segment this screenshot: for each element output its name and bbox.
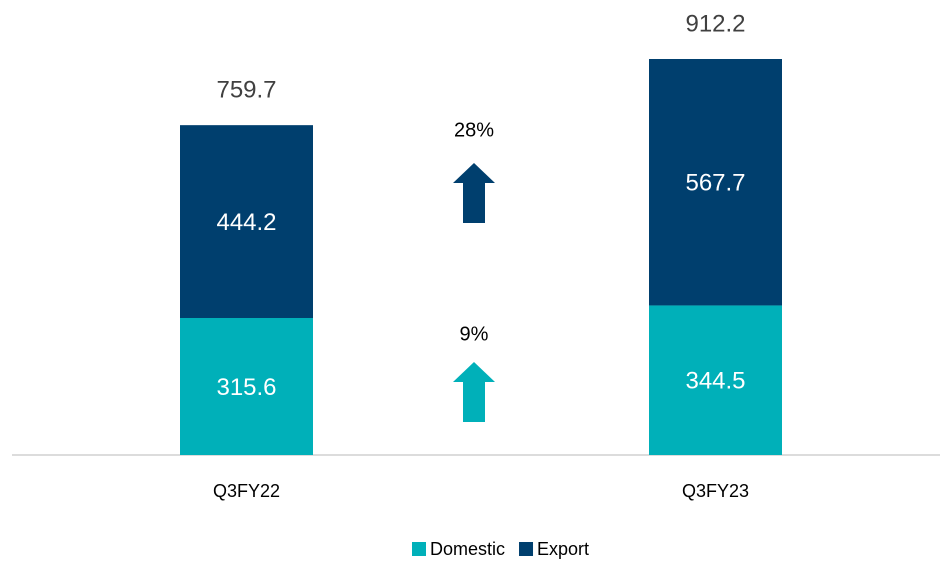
legend-swatch	[412, 542, 426, 556]
bar-segment	[649, 305, 782, 455]
legend-swatch	[519, 542, 534, 556]
growth-arrow	[453, 163, 495, 223]
x-tick-label: Q3FY22	[213, 481, 280, 501]
growth-arrow	[453, 362, 495, 422]
value-label: 315.6	[216, 374, 276, 401]
value-label: 567.7	[685, 170, 745, 197]
annotation: 9%	[460, 323, 489, 345]
legend-label: Domestic	[430, 539, 505, 559]
x-tick-label: Q3FY23	[682, 481, 749, 501]
bar-segment	[180, 317, 313, 455]
total-label: 759.7	[216, 77, 276, 104]
total-label: 912.2	[685, 10, 745, 37]
value-label: 344.5	[685, 368, 745, 395]
annotation: 28%	[454, 119, 494, 141]
legend-label: Export	[537, 539, 589, 559]
bar-segment	[649, 59, 782, 306]
value-label: 444.2	[216, 209, 276, 236]
bar-segment	[180, 125, 313, 318]
